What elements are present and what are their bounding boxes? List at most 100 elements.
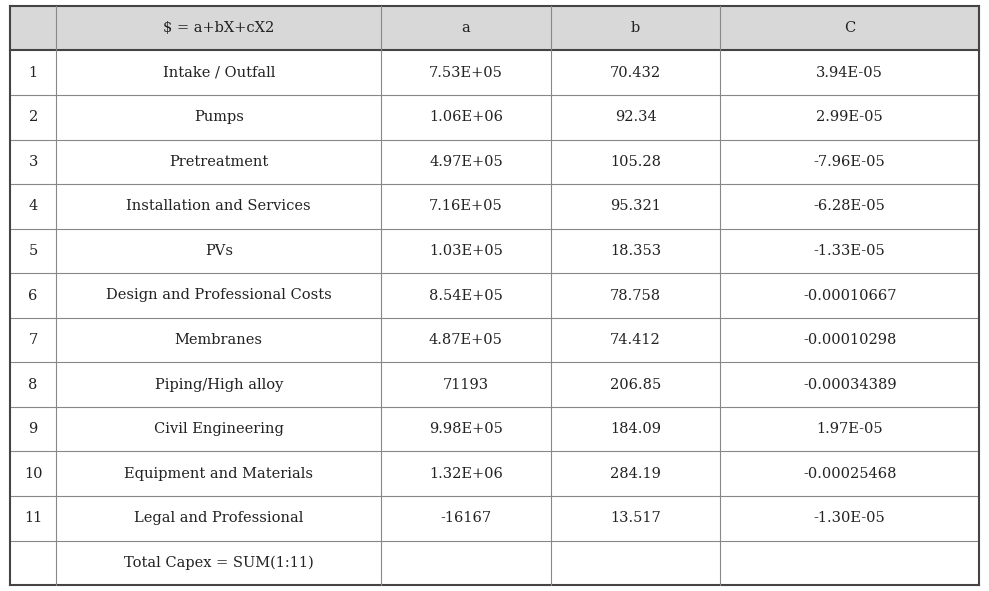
Bar <box>381 318 551 362</box>
Text: 206.85: 206.85 <box>610 378 662 392</box>
Bar <box>720 541 979 585</box>
Text: -1.33E-05: -1.33E-05 <box>814 244 885 258</box>
Text: 11: 11 <box>24 511 43 525</box>
Text: -0.00010667: -0.00010667 <box>803 288 896 303</box>
Bar <box>10 50 56 95</box>
Text: Legal and Professional: Legal and Professional <box>135 511 304 525</box>
Text: 92.34: 92.34 <box>614 111 657 124</box>
Bar <box>551 407 720 452</box>
Text: Total Capex = SUM(1:11): Total Capex = SUM(1:11) <box>124 556 314 570</box>
Text: C: C <box>844 21 855 35</box>
Bar <box>551 496 720 541</box>
Bar <box>551 95 720 139</box>
Bar <box>551 541 720 585</box>
Text: -1.30E-05: -1.30E-05 <box>814 511 885 525</box>
Text: 284.19: 284.19 <box>610 467 661 480</box>
Text: Civil Engineering: Civil Engineering <box>154 422 284 436</box>
Text: 9: 9 <box>29 422 38 436</box>
Bar <box>720 95 979 139</box>
Bar <box>10 407 56 452</box>
Bar <box>56 407 381 452</box>
Text: 2: 2 <box>29 111 38 124</box>
Text: a: a <box>462 21 471 35</box>
Text: 1: 1 <box>29 66 38 80</box>
Text: 1.97E-05: 1.97E-05 <box>816 422 883 436</box>
Bar <box>10 6 56 50</box>
Text: -7.96E-05: -7.96E-05 <box>814 155 885 169</box>
Text: PVs: PVs <box>205 244 232 258</box>
Text: Pretreatment: Pretreatment <box>169 155 268 169</box>
Text: Membranes: Membranes <box>175 333 263 347</box>
Text: 7: 7 <box>29 333 38 347</box>
Bar <box>720 496 979 541</box>
Bar <box>10 452 56 496</box>
Text: 4: 4 <box>29 199 38 213</box>
Bar <box>720 139 979 184</box>
Bar <box>56 541 381 585</box>
Text: 71193: 71193 <box>443 378 489 392</box>
Bar <box>10 139 56 184</box>
Bar <box>381 50 551 95</box>
Bar <box>551 184 720 229</box>
Bar <box>10 184 56 229</box>
Text: 10: 10 <box>24 467 43 480</box>
Bar <box>56 139 381 184</box>
Text: 7.16E+05: 7.16E+05 <box>429 199 502 213</box>
Text: $ = a+bX+cX2: $ = a+bX+cX2 <box>163 21 274 35</box>
Bar <box>10 273 56 318</box>
Bar <box>56 362 381 407</box>
Text: 95.321: 95.321 <box>610 199 661 213</box>
Bar <box>720 362 979 407</box>
Bar <box>720 452 979 496</box>
Text: 4.97E+05: 4.97E+05 <box>429 155 502 169</box>
Bar <box>381 229 551 273</box>
Bar <box>381 541 551 585</box>
Bar <box>720 50 979 95</box>
Bar <box>720 184 979 229</box>
Text: 1.06E+06: 1.06E+06 <box>429 111 503 124</box>
Text: 5: 5 <box>29 244 38 258</box>
Bar <box>381 139 551 184</box>
Text: Design and Professional Costs: Design and Professional Costs <box>106 288 331 303</box>
Bar <box>720 6 979 50</box>
Bar <box>56 184 381 229</box>
Text: 70.432: 70.432 <box>610 66 661 80</box>
Bar <box>10 318 56 362</box>
Bar <box>381 452 551 496</box>
Text: 105.28: 105.28 <box>610 155 661 169</box>
Bar <box>551 362 720 407</box>
Text: -0.00025468: -0.00025468 <box>803 467 896 480</box>
Bar <box>381 407 551 452</box>
Bar <box>720 318 979 362</box>
Bar <box>10 496 56 541</box>
Text: 8.54E+05: 8.54E+05 <box>429 288 502 303</box>
Bar <box>551 318 720 362</box>
Text: 6: 6 <box>29 288 38 303</box>
Bar <box>381 496 551 541</box>
Text: 3: 3 <box>29 155 38 169</box>
Text: 74.412: 74.412 <box>610 333 661 347</box>
Bar <box>381 95 551 139</box>
Text: 13.517: 13.517 <box>610 511 661 525</box>
Bar <box>10 362 56 407</box>
Bar <box>56 95 381 139</box>
Text: 18.353: 18.353 <box>610 244 661 258</box>
Text: -0.00010298: -0.00010298 <box>803 333 896 347</box>
Bar <box>56 273 381 318</box>
Text: 3.94E-05: 3.94E-05 <box>816 66 883 80</box>
Bar <box>56 229 381 273</box>
Text: 4.87E+05: 4.87E+05 <box>429 333 502 347</box>
Bar <box>56 50 381 95</box>
Bar <box>56 6 381 50</box>
Bar <box>381 6 551 50</box>
Bar <box>56 318 381 362</box>
Bar <box>720 273 979 318</box>
Bar <box>10 229 56 273</box>
Bar <box>720 407 979 452</box>
Bar <box>381 273 551 318</box>
Text: 7.53E+05: 7.53E+05 <box>429 66 502 80</box>
Text: -16167: -16167 <box>440 511 492 525</box>
Text: -6.28E-05: -6.28E-05 <box>814 199 886 213</box>
Bar <box>381 184 551 229</box>
Bar <box>551 452 720 496</box>
